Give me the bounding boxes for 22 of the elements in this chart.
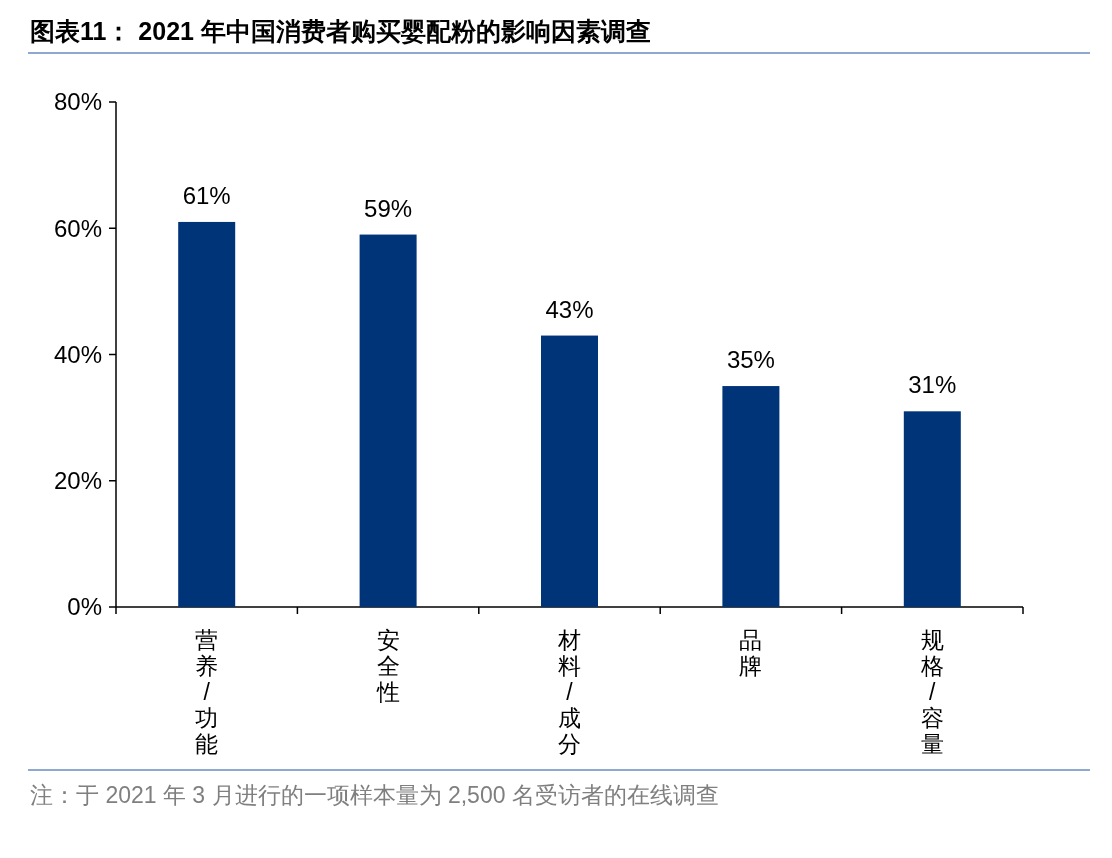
- y-tick-label: 0%: [67, 593, 102, 621]
- data-label: 31%: [908, 371, 957, 399]
- bar: [359, 234, 417, 607]
- y-tick-label: 40%: [53, 340, 102, 368]
- bar: [722, 386, 780, 607]
- data-label: 59%: [364, 194, 413, 222]
- x-tick-label: 营养/功能: [195, 627, 219, 757]
- x-tick-label: 安全性: [375, 627, 400, 705]
- bar: [903, 411, 961, 607]
- text: 注：于 2021 年 3 月进行的一项样本量为 2,500 名受访者的在线调查: [30, 782, 719, 808]
- bar: [178, 221, 236, 607]
- y-tick-label: 20%: [53, 467, 102, 495]
- x-tick-label: 规格/容量: [919, 627, 944, 757]
- y-tick-label: 60%: [53, 214, 102, 242]
- bar: [541, 335, 598, 607]
- chart-title: 图表11： 2021 年中国消费者购买婴配粉的影响因素调查: [30, 17, 651, 45]
- x-tick-label: 品牌: [739, 627, 763, 679]
- data-label: 43%: [545, 295, 594, 323]
- y-tick-label: 80%: [53, 88, 102, 116]
- x-tick-label: 材料/成分: [557, 627, 581, 757]
- data-label: 61%: [182, 181, 231, 209]
- data-label: 35%: [726, 346, 775, 374]
